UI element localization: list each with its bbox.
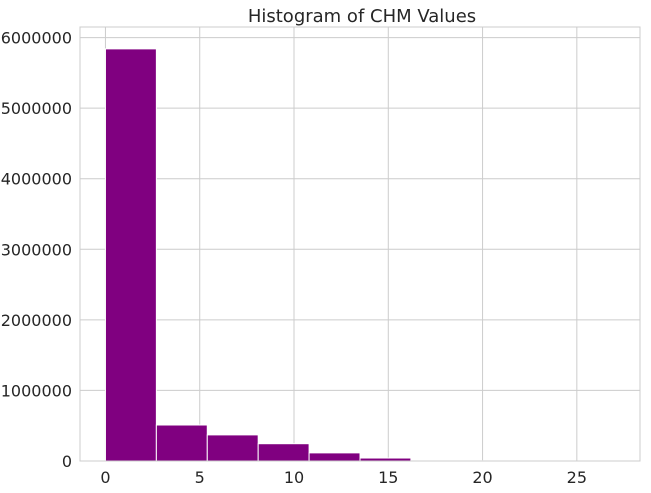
x-tick-label: 10	[284, 468, 304, 487]
y-tick-label: 0	[62, 452, 72, 471]
histogram-bar	[104, 48, 157, 462]
x-tick-label: 0	[100, 468, 110, 487]
x-tick-label: 5	[195, 468, 205, 487]
histogram-bar	[308, 452, 361, 462]
histogram-bar	[206, 434, 259, 462]
y-tick-label: 4000000	[1, 170, 72, 189]
y-axis-ticks: 0 1000000 2000000 3000000 4000000 5000000 6000…	[1, 29, 72, 471]
y-tick-label: 3000000	[1, 240, 72, 259]
y-tick-label: 2000000	[1, 311, 72, 330]
histogram-bars	[104, 48, 616, 462]
x-tick-label: 15	[378, 468, 398, 487]
y-tick-label: 6000000	[1, 29, 72, 48]
grid-lines	[80, 27, 640, 462]
x-axis-ticks: 0 5 10 15 20 25	[100, 468, 587, 487]
histogram-bar	[155, 424, 208, 462]
x-tick-label: 20	[472, 468, 492, 487]
x-tick-label: 25	[567, 468, 587, 487]
histogram-bar	[257, 443, 310, 462]
y-tick-label: 5000000	[1, 99, 72, 118]
plot-frame	[79, 26, 641, 462]
y-tick-label: 1000000	[1, 381, 72, 400]
chart-title: Histogram of CHM Values	[248, 6, 476, 27]
